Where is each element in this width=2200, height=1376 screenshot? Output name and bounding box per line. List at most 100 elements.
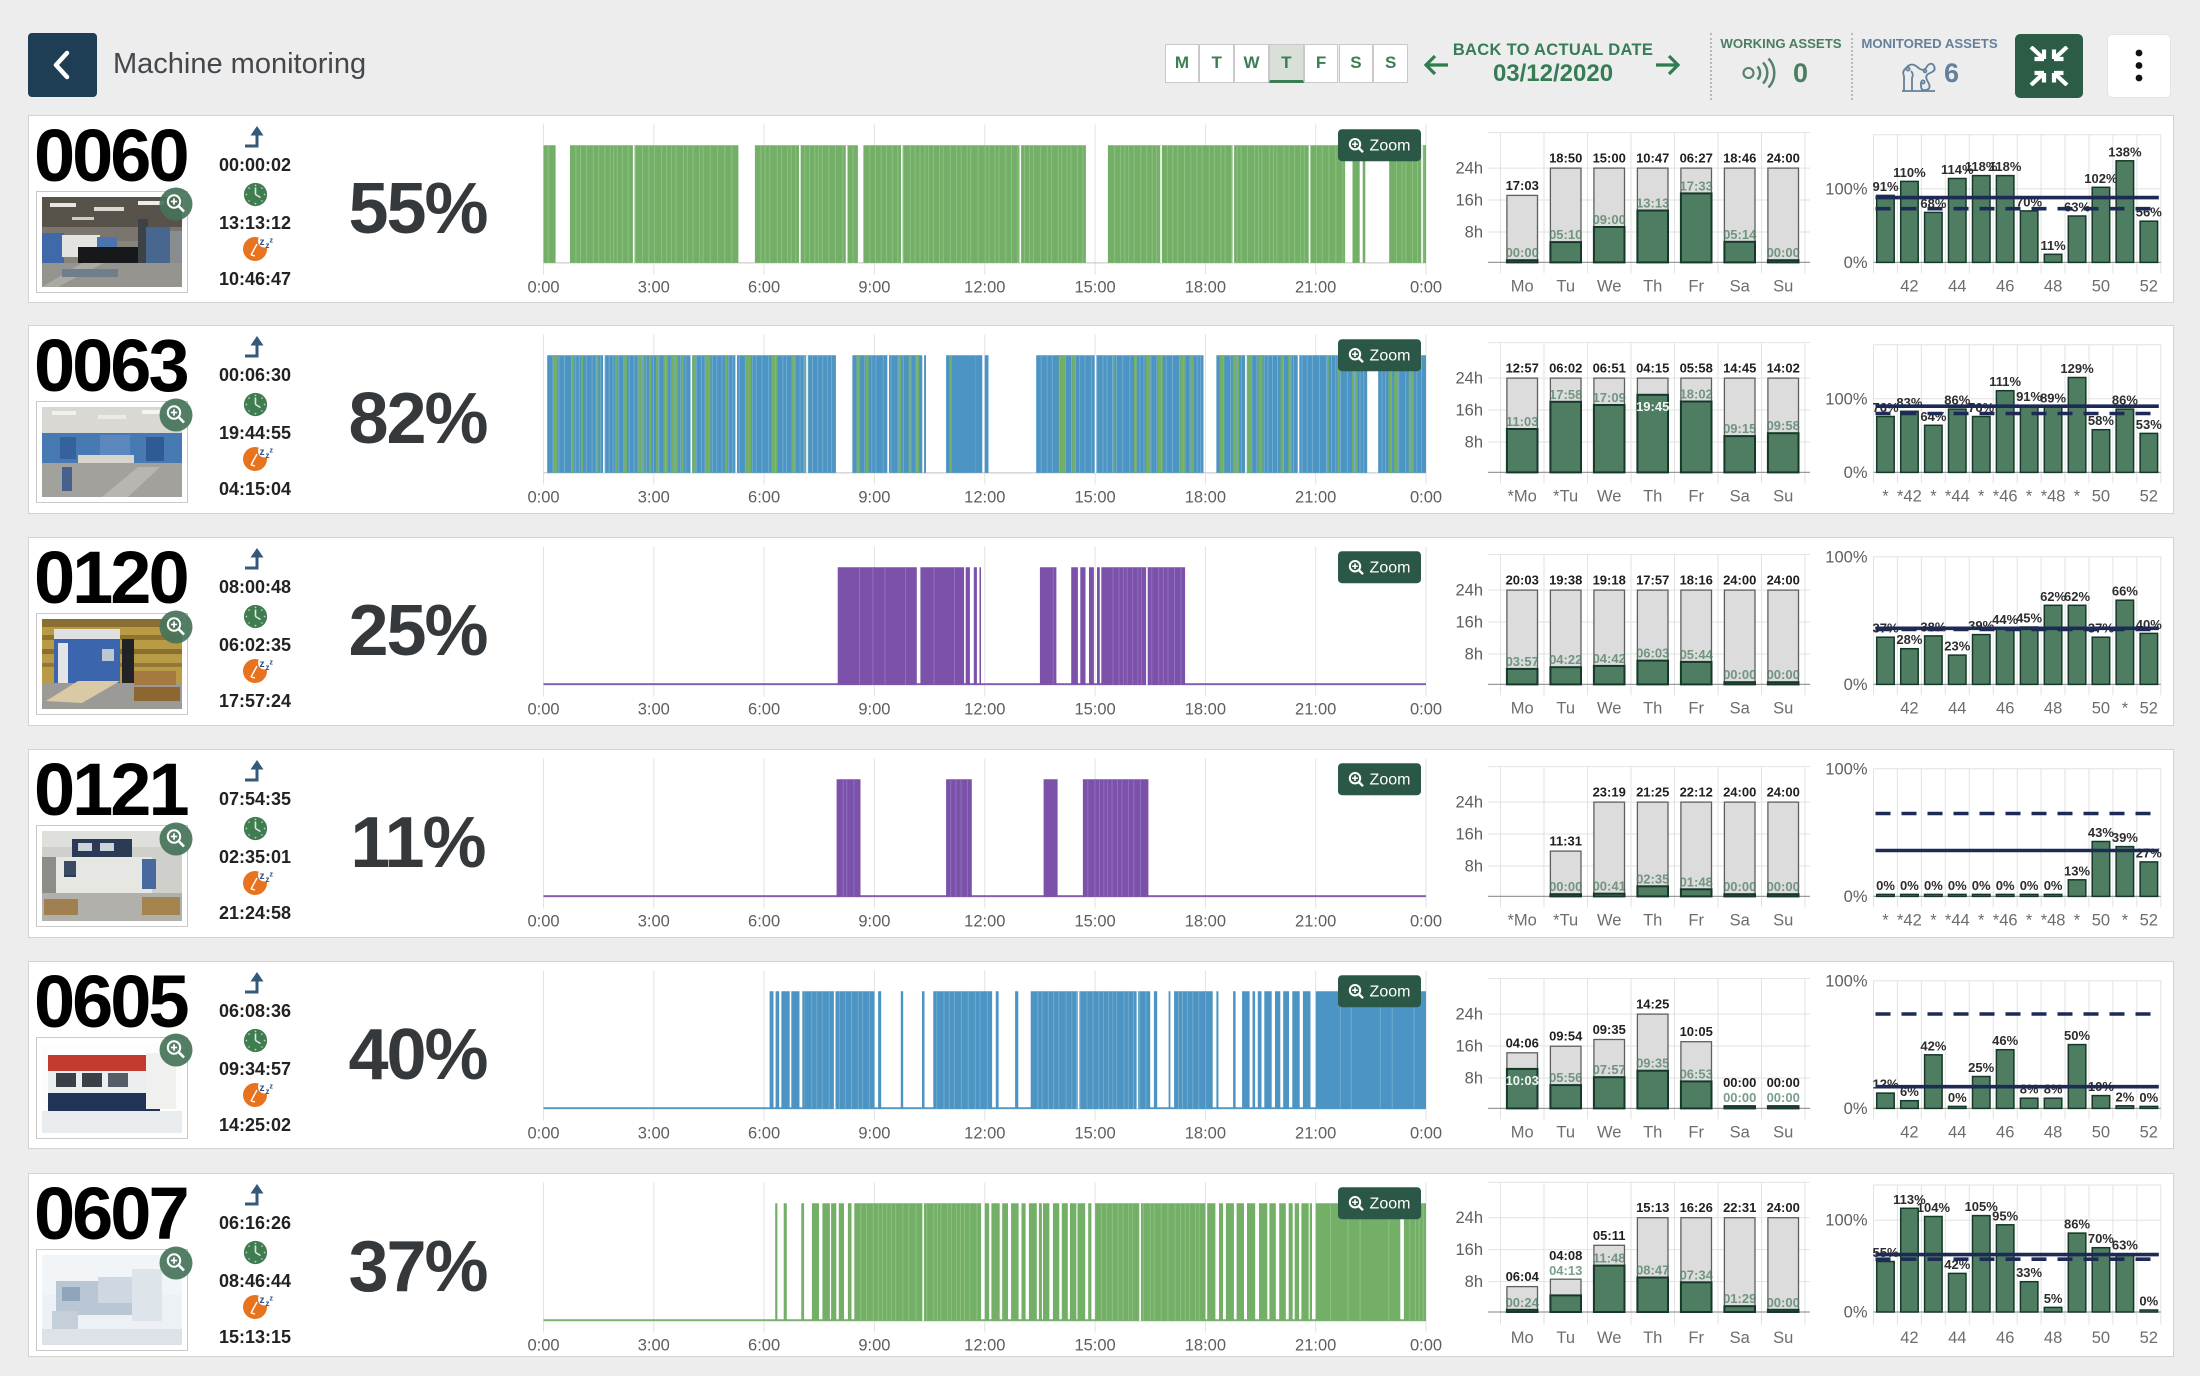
- svg-text:44: 44: [1948, 1123, 1966, 1141]
- svg-text:24:00: 24:00: [1723, 785, 1756, 800]
- svg-text:Su: Su: [1773, 1329, 1793, 1347]
- svg-text:11%: 11%: [2040, 238, 2066, 253]
- svg-text:6:00: 6:00: [748, 913, 780, 931]
- svg-text:05:10: 05:10: [1549, 227, 1582, 242]
- svg-text:15:00: 15:00: [1074, 1124, 1115, 1142]
- svg-text:0%: 0%: [1876, 878, 1895, 893]
- svg-text:07:34: 07:34: [1680, 1268, 1714, 1283]
- svg-text:08:47: 08:47: [1636, 1263, 1669, 1278]
- svg-text:00:41: 00:41: [1593, 879, 1626, 894]
- svg-text:Mo: Mo: [1511, 1123, 1534, 1141]
- svg-text:16h: 16h: [1455, 1241, 1483, 1259]
- svg-text:21:00: 21:00: [1295, 1124, 1336, 1142]
- svg-text:00:00: 00:00: [1723, 880, 1756, 895]
- svg-text:We: We: [1597, 912, 1621, 930]
- svg-text:100%: 100%: [1825, 972, 1868, 990]
- svg-text:Mo: Mo: [1511, 1329, 1534, 1347]
- svg-text:16h: 16h: [1455, 826, 1483, 844]
- svg-text:3:00: 3:00: [638, 701, 670, 719]
- svg-text:52: 52: [2140, 488, 2158, 506]
- svg-text:114%: 114%: [1941, 162, 1974, 177]
- svg-text:Th: Th: [1643, 1123, 1662, 1141]
- svg-text:24h: 24h: [1455, 794, 1483, 812]
- svg-text:62%: 62%: [2040, 589, 2066, 604]
- svg-text:6:00: 6:00: [748, 278, 780, 296]
- svg-text:39%: 39%: [2112, 830, 2138, 845]
- svg-text:*Mo: *Mo: [1508, 488, 1537, 506]
- svg-text:Tu: Tu: [1556, 1329, 1575, 1347]
- svg-text:100%: 100%: [1825, 761, 1868, 779]
- svg-text:12:00: 12:00: [964, 1124, 1005, 1142]
- svg-text:3:00: 3:00: [638, 489, 670, 507]
- svg-text:00:00: 00:00: [1767, 1090, 1800, 1105]
- svg-text:17:57: 17:57: [1636, 573, 1669, 588]
- svg-text:46: 46: [1996, 1329, 2014, 1347]
- svg-text:50: 50: [2092, 488, 2110, 506]
- svg-text:24:00: 24:00: [1767, 785, 1800, 800]
- svg-text:Th: Th: [1643, 488, 1662, 506]
- svg-text:24:00: 24:00: [1723, 573, 1756, 588]
- svg-text:8h: 8h: [1465, 434, 1483, 452]
- svg-text:24:00: 24:00: [1767, 150, 1800, 165]
- svg-text:11:03: 11:03: [1506, 414, 1539, 429]
- svg-text:21:00: 21:00: [1295, 913, 1336, 931]
- svg-text:44: 44: [1948, 1329, 1966, 1347]
- svg-text:12:00: 12:00: [964, 278, 1005, 296]
- svg-text:19:18: 19:18: [1593, 573, 1626, 588]
- svg-text:16h: 16h: [1455, 614, 1483, 632]
- svg-text:19:45: 19:45: [1636, 399, 1669, 414]
- svg-text:*: *: [1978, 488, 1985, 506]
- svg-text:*Mo: *Mo: [1508, 912, 1537, 930]
- svg-text:52: 52: [2140, 912, 2158, 930]
- svg-text:0%: 0%: [1844, 1100, 1868, 1118]
- svg-text:12:00: 12:00: [964, 913, 1005, 931]
- svg-text:91%: 91%: [2016, 389, 2042, 404]
- svg-text:z: z: [260, 659, 265, 670]
- svg-text:11:31: 11:31: [1549, 834, 1582, 849]
- svg-text:18:00: 18:00: [1185, 278, 1226, 296]
- svg-text:46: 46: [1996, 699, 2014, 717]
- svg-text:0:00: 0:00: [527, 701, 559, 719]
- svg-text:09:00: 09:00: [1593, 212, 1626, 227]
- svg-text:9:00: 9:00: [858, 701, 890, 719]
- svg-text:0:00: 0:00: [1410, 278, 1442, 296]
- svg-text:*: *: [1978, 912, 1985, 930]
- svg-text:*48: *48: [2041, 912, 2066, 930]
- svg-text:0%: 0%: [1844, 1304, 1868, 1322]
- svg-text:00:00: 00:00: [1767, 245, 1800, 260]
- svg-text:138%: 138%: [2108, 144, 2142, 159]
- svg-text:33%: 33%: [2016, 1265, 2042, 1280]
- svg-text:18:00: 18:00: [1185, 489, 1226, 507]
- svg-text:18:50: 18:50: [1549, 150, 1582, 165]
- svg-text:15:00: 15:00: [1593, 150, 1626, 165]
- svg-text:Zoom: Zoom: [1370, 348, 1411, 365]
- svg-text:*: *: [2122, 912, 2129, 930]
- svg-text:3:00: 3:00: [638, 1337, 670, 1355]
- svg-text:24h: 24h: [1455, 370, 1483, 388]
- svg-text:0%: 0%: [2044, 878, 2063, 893]
- svg-text:06:04: 06:04: [1506, 1269, 1540, 1284]
- svg-text:118%: 118%: [1965, 159, 1998, 174]
- svg-text:Tu: Tu: [1556, 1123, 1575, 1141]
- svg-text:01:48: 01:48: [1680, 875, 1713, 890]
- svg-text:50: 50: [2092, 699, 2110, 717]
- svg-text:8%: 8%: [2020, 1082, 2039, 1097]
- svg-text:00:00: 00:00: [1767, 1295, 1800, 1310]
- svg-text:44: 44: [1948, 277, 1966, 295]
- svg-text:04:08: 04:08: [1549, 1248, 1582, 1263]
- svg-text:09:35: 09:35: [1636, 1056, 1669, 1071]
- svg-text:Tu: Tu: [1556, 699, 1575, 717]
- svg-text:17:03: 17:03: [1506, 178, 1539, 193]
- svg-text:Sa: Sa: [1730, 277, 1751, 295]
- svg-text:53%: 53%: [2136, 417, 2162, 432]
- svg-text:0:00: 0:00: [527, 1337, 559, 1355]
- svg-text:*: *: [2122, 699, 2129, 717]
- svg-text:*44: *44: [1945, 488, 1970, 506]
- svg-text:06:03: 06:03: [1636, 646, 1669, 661]
- svg-text:3:00: 3:00: [638, 278, 670, 296]
- svg-text:Sa: Sa: [1730, 1329, 1751, 1347]
- svg-text:We: We: [1597, 1329, 1621, 1347]
- svg-text:9:00: 9:00: [858, 278, 890, 296]
- svg-text:Fr: Fr: [1688, 1123, 1704, 1141]
- svg-text:44%: 44%: [1992, 612, 2018, 627]
